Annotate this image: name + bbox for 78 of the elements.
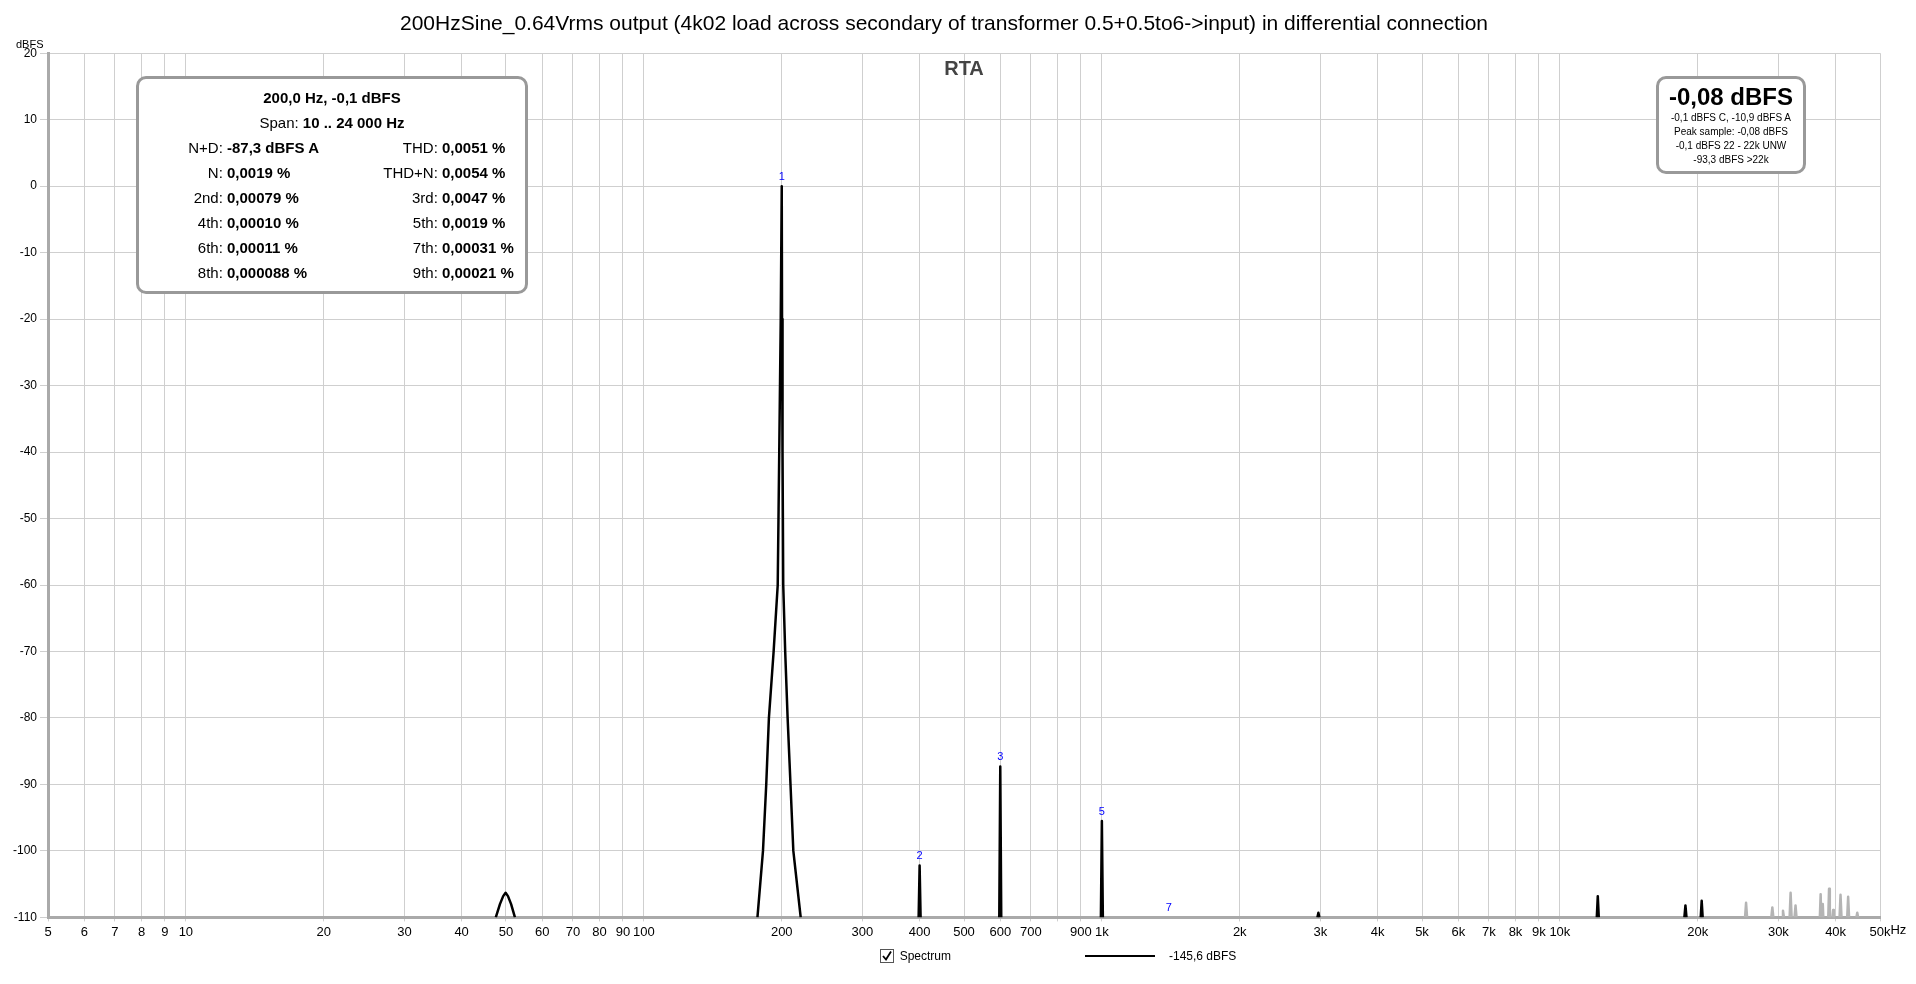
y-tick-label: -100 <box>12 843 38 858</box>
annotation: THD+N: 0,0054 % <box>382 163 506 183</box>
x-tick-label: 9 <box>161 923 169 939</box>
chart-subtitle: RTA <box>944 56 984 79</box>
annotation: 9th: 0,00021 % <box>411 263 514 283</box>
y-tick-label: -10 <box>19 244 38 259</box>
x-tick-label: 50 <box>498 923 514 939</box>
annotation: -0,1 dBFS C, -10,9 dBFS A <box>1669 111 1793 125</box>
legend-label: Spectrum <box>899 949 951 963</box>
x-tick-label: 1k <box>1095 923 1110 939</box>
x-tick-label: 700 <box>1020 923 1042 939</box>
annotation: N: 0,0019 % <box>206 163 291 183</box>
x-tick-label: 500 <box>953 923 975 939</box>
annotation: -0,08 dBFS <box>1668 83 1794 111</box>
annotation: 6th: 0,00011 % <box>196 238 298 258</box>
y-tick-label: -20 <box>19 311 38 326</box>
y-tick-label: -50 <box>19 510 38 525</box>
annotation: Span: 10 .. 24 000 Hz <box>259 114 405 131</box>
annotation: 4th: 0,00010 % <box>196 213 299 233</box>
annotation: 7 <box>1165 900 1172 913</box>
y-tick-label: -60 <box>19 577 38 592</box>
x-tick-label: 100 <box>633 923 655 939</box>
annotation: 200,0 Hz, -0,1 dBFS <box>263 89 401 106</box>
x-tick-label: 10 <box>178 923 194 939</box>
x-tick-label: 7 <box>111 923 119 939</box>
x-tick-label: 6k <box>1451 923 1466 939</box>
y-tick-label: -110 <box>13 909 38 924</box>
y-tick-label: -30 <box>19 377 38 392</box>
x-tick-label: 8 <box>137 923 146 939</box>
annotation: 3 <box>997 750 1004 763</box>
annotation: 2 <box>916 849 923 862</box>
x-tick-label: 600 <box>989 923 1012 939</box>
x-tick-label: 2k <box>1232 923 1248 939</box>
x-tick-label: 6 <box>80 923 88 939</box>
annotation: 3rd: 0,0047 % <box>411 188 506 208</box>
annotation: 5th: 0,0019 % <box>411 213 506 233</box>
x-tick-label: 20k <box>1687 923 1709 939</box>
x-tick-label: 200 <box>770 923 793 939</box>
text: -145,6 dBFS <box>1168 949 1237 963</box>
x-tick-label: 9k <box>1532 923 1547 939</box>
y-tick-label: -70 <box>19 643 38 658</box>
x-tick-label: 4k <box>1370 923 1385 939</box>
annotation: N+D: -87,3 dBFS A <box>187 138 319 158</box>
x-tick-label: 20 <box>316 923 331 939</box>
x-tick-label: 8k <box>1508 923 1523 939</box>
x-tick-label: 40 <box>454 923 469 939</box>
annotation: -93,3 dBFS >22k <box>1692 153 1770 167</box>
x-tick-label: 300 <box>851 923 874 939</box>
y-tick-label: 0 <box>30 178 38 193</box>
chart-title: 200HzSine_0.64Vrms output (4k02 load across secondary of transformer 0.5+0.5to6->input) in differential connection <box>400 11 1488 36</box>
annotation: 8th: 0,000088 % <box>196 263 308 283</box>
x-tick-label: 30 <box>397 923 412 939</box>
annotation: Peak sample: -0,08 dBFS <box>1673 125 1789 139</box>
annotation: THD: 0,0051 % <box>401 138 506 158</box>
x-tick-label: 10k <box>1549 923 1571 939</box>
y-tick-label: -80 <box>19 710 38 725</box>
x-tick-label: 50k <box>1869 923 1891 939</box>
x-tick-label: 40k <box>1825 923 1847 939</box>
annotation: -0,1 dBFS 22 - 22k UNW <box>1674 139 1788 153</box>
x-tick-label: 7k <box>1482 923 1497 939</box>
x-tick-label: 900 <box>1070 923 1092 939</box>
x-tick-label: 60 <box>535 923 550 939</box>
annotation: 7th: 0,00031 % <box>411 238 514 258</box>
x-tick-label: 5 <box>44 923 52 939</box>
x-tick-label: 70 <box>565 923 581 939</box>
y-tick-label: -40 <box>19 444 38 459</box>
annotation: 5 <box>1098 804 1105 817</box>
annotation: 2nd: 0,00079 % <box>192 188 299 208</box>
x-axis-title: Hz <box>1890 922 1907 938</box>
y-tick-label: -90 <box>19 776 38 791</box>
x-tick-label: 30k <box>1767 923 1790 939</box>
x-tick-label: 400 <box>908 923 931 939</box>
x-tick-label: 80 <box>592 923 607 939</box>
y-tick-label: 10 <box>23 111 38 126</box>
x-tick-label: 3k <box>1313 923 1328 939</box>
x-tick-label: 5k <box>1415 923 1430 939</box>
annotation: 1 <box>778 169 785 182</box>
x-tick-label: 90 <box>615 923 631 939</box>
